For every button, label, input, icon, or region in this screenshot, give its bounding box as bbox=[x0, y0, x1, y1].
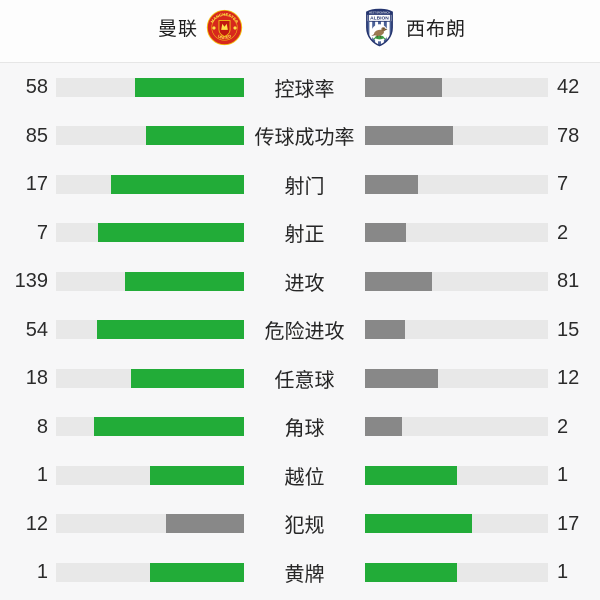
away-stat-bar-fill bbox=[365, 368, 439, 388]
home-stat-bar-fill bbox=[145, 126, 244, 146]
home-stat-value: 58 bbox=[25, 76, 48, 99]
home-stat-value: 8 bbox=[36, 415, 48, 438]
away-stat-bar bbox=[365, 320, 548, 340]
stat-row: 85 传球成功率 78 bbox=[0, 112, 600, 161]
home-stat-bar-fill bbox=[166, 514, 244, 534]
stat-row: 58 控球率 42 bbox=[0, 63, 600, 112]
stat-label: 角球 bbox=[284, 418, 325, 441]
away-stat-value: 1 bbox=[557, 561, 569, 584]
home-stat-bar-fill bbox=[96, 320, 244, 340]
home-team: 曼联 MANCHESTER UNITED bbox=[158, 0, 243, 55]
stat-row: 18 任意球 12 bbox=[0, 354, 600, 403]
away-stat-bar bbox=[365, 514, 548, 534]
stat-row: 139 进攻 81 bbox=[0, 257, 600, 306]
home-stat-value: 12 bbox=[25, 512, 48, 535]
away-stat-bar-fill bbox=[365, 126, 453, 146]
home-stat-value: 17 bbox=[25, 173, 48, 196]
home-stat-bar bbox=[56, 465, 244, 485]
home-team-name: 曼联 bbox=[158, 19, 199, 40]
away-stat-bar-fill bbox=[365, 174, 419, 194]
stat-label: 任意球 bbox=[274, 369, 335, 392]
stat-row: 1 黄牌 1 bbox=[0, 548, 600, 597]
away-stat-value: 81 bbox=[557, 270, 580, 293]
home-stat-value: 1 bbox=[36, 561, 48, 584]
away-stat-bar-fill bbox=[365, 77, 442, 97]
stat-label: 越位 bbox=[284, 466, 325, 489]
stat-label: 射门 bbox=[284, 175, 325, 198]
home-stat-bar-fill bbox=[134, 77, 244, 97]
stat-label: 犯规 bbox=[284, 515, 325, 538]
home-stat-bar bbox=[56, 320, 244, 340]
away-stat-bar bbox=[365, 126, 548, 146]
stat-label: 进攻 bbox=[284, 272, 325, 295]
home-stat-bar-fill bbox=[150, 562, 244, 582]
away-stat-bar-fill bbox=[365, 465, 457, 485]
away-stat-value: 7 bbox=[557, 173, 569, 196]
stat-row: 1 越位 1 bbox=[0, 451, 600, 500]
westbrom-crest-icon: WEST BROMWICH ALBION bbox=[366, 8, 393, 47]
away-stat-value: 15 bbox=[557, 318, 580, 341]
away-stat-value: 12 bbox=[557, 367, 580, 390]
home-stat-value: 85 bbox=[25, 124, 48, 147]
stat-row: 12 犯规 17 bbox=[0, 500, 600, 549]
away-team-name: 西布朗 bbox=[406, 19, 467, 40]
home-stat-bar-fill bbox=[97, 223, 244, 243]
manutd-crest-icon: MANCHESTER UNITED bbox=[206, 9, 243, 46]
away-stat-bar-fill bbox=[365, 562, 457, 582]
stat-row: 17 射门 7 bbox=[0, 160, 600, 209]
home-stat-bar-fill bbox=[93, 417, 244, 437]
home-stat-bar bbox=[56, 223, 244, 243]
away-stat-bar-fill bbox=[365, 271, 433, 291]
home-stat-bar bbox=[56, 174, 244, 194]
home-stat-bar bbox=[56, 126, 244, 146]
stat-label: 危险进攻 bbox=[264, 321, 345, 344]
away-stat-value: 17 bbox=[557, 512, 580, 535]
stat-label: 控球率 bbox=[274, 78, 335, 101]
home-stat-value: 1 bbox=[36, 464, 48, 487]
away-stat-value: 42 bbox=[557, 76, 580, 99]
stat-label: 黄牌 bbox=[284, 563, 325, 586]
away-stat-bar-fill bbox=[365, 223, 406, 243]
home-stat-bar bbox=[56, 271, 244, 291]
away-stat-bar bbox=[365, 271, 548, 291]
home-stat-value: 54 bbox=[25, 318, 48, 341]
away-stat-bar bbox=[365, 368, 548, 388]
stat-label: 射正 bbox=[284, 224, 325, 247]
away-stat-bar-fill bbox=[365, 320, 405, 340]
home-stat-bar bbox=[56, 562, 244, 582]
home-stat-bar-fill bbox=[131, 368, 244, 388]
away-stat-bar bbox=[365, 174, 548, 194]
header: 曼联 MANCHESTER UNITED bbox=[0, 0, 600, 63]
away-stat-bar bbox=[365, 77, 548, 97]
home-stat-value: 18 bbox=[25, 367, 48, 390]
stat-row: 7 射正 2 bbox=[0, 209, 600, 258]
away-stat-bar bbox=[365, 562, 548, 582]
stat-label: 传球成功率 bbox=[254, 127, 355, 150]
away-team: WEST BROMWICH ALBION 西布朗 bbox=[362, 0, 466, 55]
westbrom-crest-text-main: ALBION bbox=[370, 16, 389, 22]
away-stat-bar bbox=[365, 417, 548, 437]
home-stat-value: 7 bbox=[36, 221, 48, 244]
away-stat-value: 2 bbox=[557, 221, 569, 244]
home-stat-bar bbox=[56, 368, 244, 388]
home-stat-bar bbox=[56, 514, 244, 534]
away-stat-bar-fill bbox=[365, 514, 473, 534]
away-stat-value: 2 bbox=[557, 415, 569, 438]
stat-row: 8 角球 2 bbox=[0, 403, 600, 452]
stats-list: 58 控球率 42 85 传球成功率 78 17 射门 7 7 射正 2 139 进攻 81 54 危险进攻 15… bbox=[0, 63, 600, 597]
home-stat-value: 139 bbox=[14, 270, 48, 293]
away-stat-bar-fill bbox=[365, 417, 402, 437]
home-stat-bar-fill bbox=[125, 271, 244, 291]
stat-row: 54 危险进攻 15 bbox=[0, 306, 600, 355]
home-stat-bar bbox=[56, 417, 244, 437]
home-stat-bar bbox=[56, 77, 244, 97]
home-stat-bar-fill bbox=[150, 465, 244, 485]
away-stat-value: 1 bbox=[557, 464, 569, 487]
westbrom-crest-text-top: WEST BROMWICH bbox=[369, 12, 391, 15]
away-stat-value: 78 bbox=[557, 124, 580, 147]
home-stat-bar-fill bbox=[110, 174, 244, 194]
away-stat-bar bbox=[365, 223, 548, 243]
away-stat-bar bbox=[365, 465, 548, 485]
